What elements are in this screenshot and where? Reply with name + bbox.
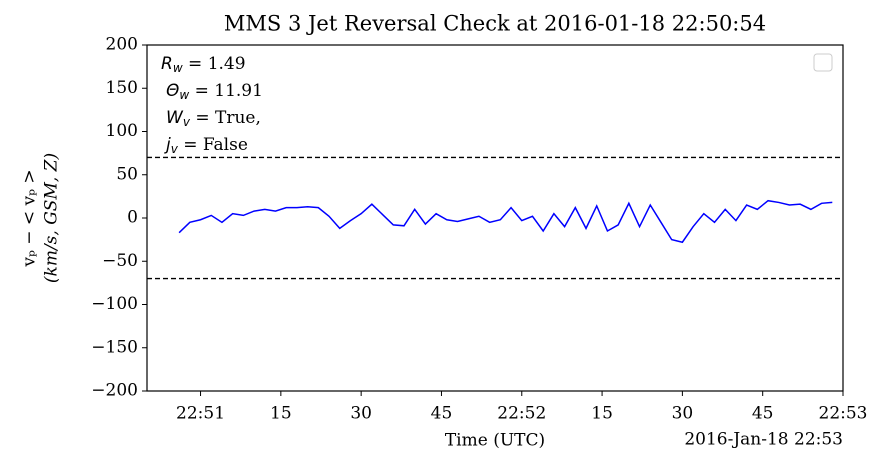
- annotation-subscript: w: [173, 61, 183, 75]
- y-tick-label: 150: [106, 78, 138, 98]
- data-line: [178, 199, 833, 244]
- annotation-text: = 11.91: [189, 81, 263, 101]
- annotation-subscript: v: [183, 115, 191, 129]
- y-tick-label: −150: [91, 337, 138, 357]
- x-tick-label: 15: [591, 404, 613, 424]
- x-tick-label: 30: [672, 404, 694, 424]
- annotation: Wv = True,: [166, 108, 261, 129]
- annotation-subscript: w: [179, 88, 189, 102]
- annotation: jv = False: [164, 135, 248, 156]
- annotation: Rw = 1.49: [161, 54, 246, 75]
- annotation-subscript: v: [171, 142, 179, 156]
- y-axis-label: (km/s, GSM, Z): [42, 153, 62, 283]
- y-tick-label: 100: [106, 121, 138, 141]
- y-tick-label: −200: [91, 381, 138, 401]
- x-tick-label: 45: [752, 404, 774, 424]
- plot-frame: [146, 44, 844, 392]
- y-tick-label: 200: [106, 35, 138, 55]
- legend: [813, 53, 833, 72]
- annotation-symbol: W: [166, 108, 184, 128]
- y-axis-label: vₚ − < vₚ >: [20, 169, 40, 267]
- annotation-symbol: R: [161, 54, 173, 74]
- x-tick-label: 15: [270, 404, 292, 424]
- annotation: Θw = 11.91: [166, 81, 263, 102]
- x-tick-label: 22:51: [176, 404, 225, 424]
- annotation-symbol: j: [164, 135, 171, 155]
- y-tick-label: −50: [102, 251, 138, 271]
- x-offset-label: 2016-Jan-18 22:53: [684, 430, 843, 450]
- y-tick-label: 0: [127, 208, 138, 228]
- annotation-text: = False: [178, 135, 248, 155]
- x-tick-label: 45: [431, 404, 453, 424]
- x-tick-label: 22:53: [819, 404, 868, 424]
- annotation-text: = 1.49: [183, 54, 246, 74]
- annotation-text: = True,: [190, 108, 261, 128]
- x-axis-label: Time (UTC): [445, 431, 545, 451]
- chart-title: MMS 3 Jet Reversal Check at 2016-01-18 2…: [224, 12, 766, 36]
- annotation-symbol: Θ: [166, 81, 179, 101]
- y-tick-label: −100: [91, 294, 138, 314]
- x-tick-label: 22:52: [497, 404, 546, 424]
- x-tick-label: 30: [350, 404, 372, 424]
- y-tick-label: 50: [116, 164, 138, 184]
